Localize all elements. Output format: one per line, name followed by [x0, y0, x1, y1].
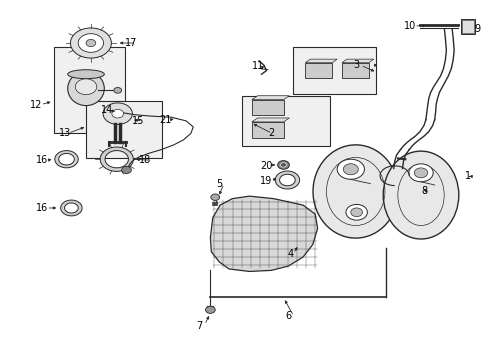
Ellipse shape [312, 145, 398, 238]
Circle shape [114, 87, 122, 93]
Text: 20: 20 [260, 161, 272, 171]
Text: 8: 8 [421, 186, 427, 197]
Text: 4: 4 [287, 248, 293, 258]
Circle shape [78, 34, 103, 52]
Text: 21: 21 [159, 115, 171, 125]
Text: 1: 1 [464, 171, 470, 181]
Circle shape [277, 161, 289, 169]
Circle shape [413, 168, 427, 178]
Text: 14: 14 [101, 105, 113, 115]
Polygon shape [251, 96, 289, 100]
Circle shape [70, 28, 111, 58]
Text: 11: 11 [251, 61, 263, 71]
Polygon shape [251, 118, 289, 122]
Circle shape [122, 166, 131, 174]
Circle shape [343, 164, 358, 175]
Polygon shape [305, 63, 331, 78]
Polygon shape [251, 122, 283, 138]
Text: 16: 16 [36, 155, 48, 165]
Polygon shape [305, 59, 336, 63]
Ellipse shape [68, 72, 104, 105]
Text: 2: 2 [267, 129, 274, 138]
Circle shape [336, 159, 364, 179]
Bar [461, 19, 474, 34]
Circle shape [345, 204, 366, 220]
Text: 15: 15 [132, 116, 144, 126]
Circle shape [112, 109, 123, 118]
Polygon shape [341, 59, 373, 63]
Circle shape [210, 194, 219, 201]
Bar [54, 47, 125, 134]
Circle shape [103, 103, 132, 125]
Text: 7: 7 [196, 321, 203, 331]
Bar [242, 96, 329, 146]
Circle shape [350, 208, 362, 217]
Polygon shape [341, 63, 368, 78]
Ellipse shape [383, 151, 458, 239]
Circle shape [86, 40, 96, 46]
Text: 10: 10 [404, 21, 416, 31]
Text: 12: 12 [30, 100, 42, 110]
Polygon shape [210, 196, 317, 271]
Bar [86, 101, 161, 158]
Text: 6: 6 [285, 311, 291, 321]
Text: 9: 9 [473, 24, 480, 34]
Text: 5: 5 [216, 179, 222, 189]
Circle shape [205, 306, 215, 314]
Circle shape [75, 79, 97, 95]
Circle shape [408, 164, 432, 182]
Bar [293, 47, 375, 94]
Text: 19: 19 [260, 176, 272, 186]
Polygon shape [251, 100, 283, 116]
Circle shape [280, 163, 286, 167]
Text: 18: 18 [139, 155, 151, 165]
Text: 3: 3 [353, 60, 359, 70]
Text: 16: 16 [36, 203, 48, 213]
Text: 17: 17 [125, 38, 137, 48]
Bar [462, 20, 473, 33]
Ellipse shape [68, 70, 104, 79]
Text: 13: 13 [59, 129, 71, 138]
